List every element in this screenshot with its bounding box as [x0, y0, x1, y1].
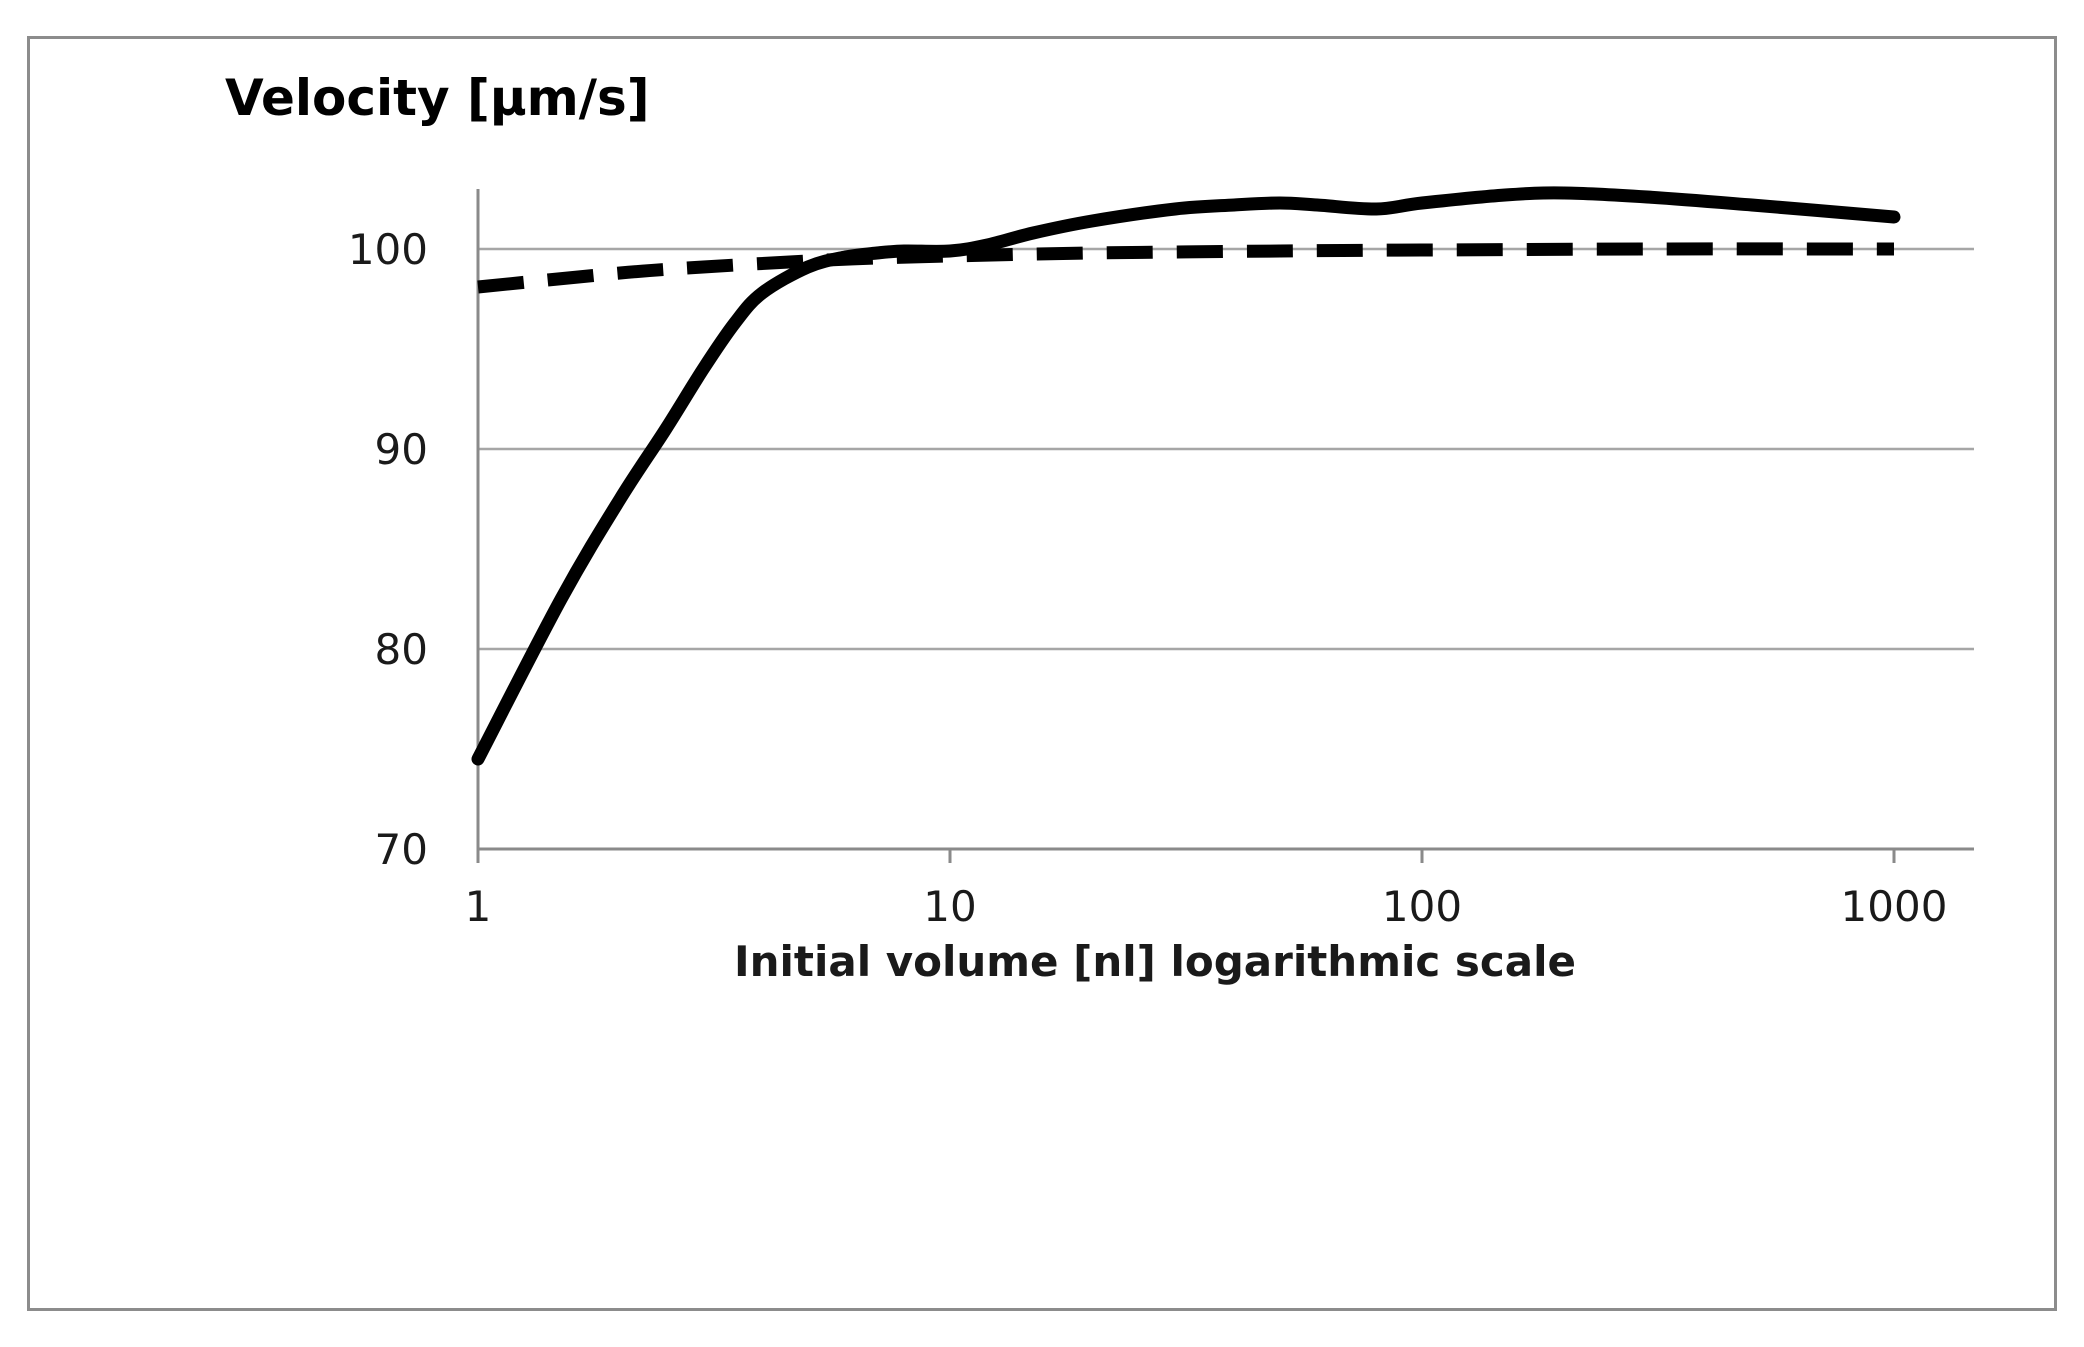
x-axis-title: Initial volume [nl] logarithmic scale: [734, 937, 1576, 986]
y-tick-label-100: 100: [348, 225, 428, 274]
series-solid-line: [471, 186, 1901, 766]
chart-title: Velocity [μm/s]: [225, 69, 650, 127]
line-chart: Velocity [μm/s] 70 80 90 100 1 10 100 10…: [225, 69, 1974, 986]
y-tick-label-70: 70: [375, 825, 428, 874]
x-tick-label-1: 1: [465, 882, 492, 931]
x-tick-label-1000: 1000: [1841, 882, 1948, 931]
x-tick-label-100: 100: [1382, 882, 1462, 931]
y-tick-label-80: 80: [375, 625, 428, 674]
x-ticks: [476, 849, 1896, 863]
x-tick-label-10: 10: [923, 882, 976, 931]
series-dashed-line: [477, 242, 1895, 294]
chart-frame: Velocity [μm/s] 70 80 90 100 1 10 100 10…: [27, 36, 2057, 1311]
gridlines: [478, 247, 1974, 651]
y-tick-label-90: 90: [375, 425, 428, 474]
